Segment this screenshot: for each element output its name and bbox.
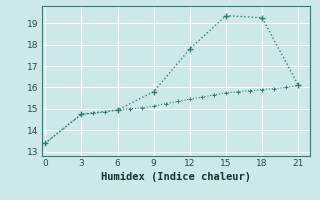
- X-axis label: Humidex (Indice chaleur): Humidex (Indice chaleur): [101, 172, 251, 182]
